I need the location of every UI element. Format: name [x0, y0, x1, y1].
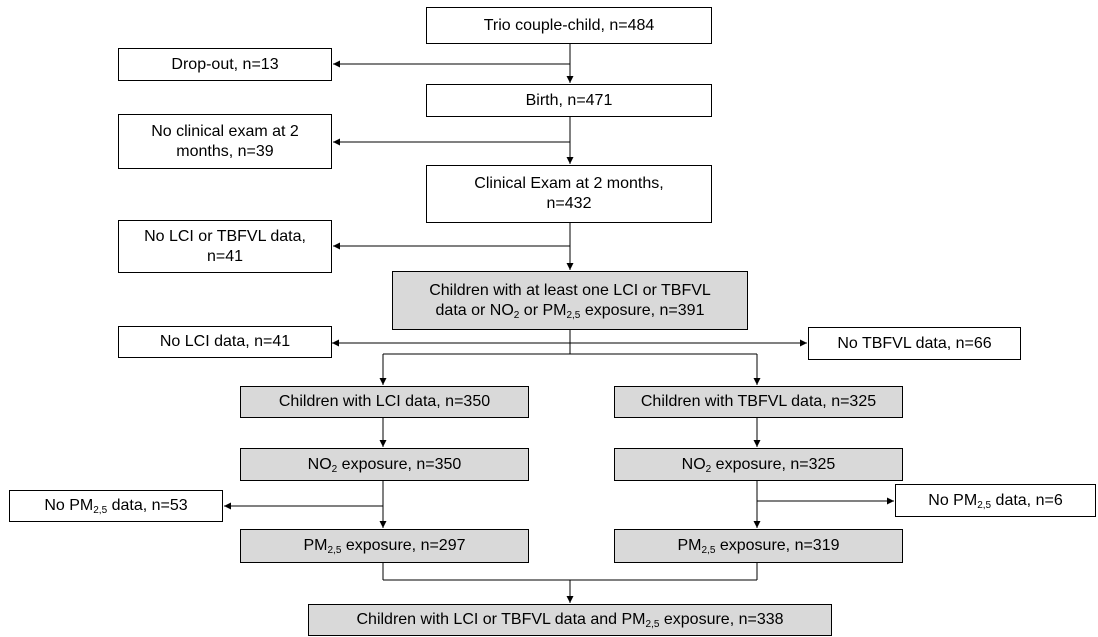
- node-no-pm-right-sub: 2,5: [977, 499, 992, 511]
- node-no2-left-label: NO2 exposure, n=350: [308, 455, 462, 475]
- node-no-pm-left: No PM2,5 data, n=53: [9, 490, 223, 522]
- node-no-clinical: No clinical exam at 2 months, n=39: [118, 114, 332, 169]
- node-at-least-one-line2-c: exposure, n=391: [580, 301, 705, 319]
- node-no-pm-right-label: No PM2,5 data, n=6: [928, 491, 1062, 511]
- node-no2-right-label: NO2 exposure, n=325: [682, 455, 836, 475]
- node-pm-left-a: PM: [303, 537, 328, 554]
- node-no-clinical-line1: No clinical exam at 2: [151, 122, 299, 140]
- node-at-least-one-line1: Children with at least one LCI or TBFVL: [429, 281, 711, 299]
- node-no-lci-tbfvl: No LCI or TBFVL data, n=41: [118, 220, 332, 273]
- node-trio-label: Trio couple-child, n=484: [483, 16, 655, 34]
- node-final-label: Children with LCI or TBFVL data and PM2,…: [356, 610, 783, 630]
- node-no-lci-tbfvl-line2: n=41: [206, 247, 244, 265]
- node-at-least-one-line2-sub1: 2: [513, 309, 520, 321]
- node-no2-left: NO2 exposure, n=350: [240, 448, 529, 481]
- node-tbfvl-label: Children with TBFVL data, n=325: [640, 393, 877, 410]
- node-no-pm-left-label: No PM2,5 data, n=53: [44, 496, 187, 516]
- node-final-a: Children with LCI or TBFVL data and PM: [356, 611, 646, 628]
- node-pm-right-b: exposure, n=319: [715, 537, 840, 554]
- node-pm-right: PM2,5 exposure, n=319: [614, 529, 903, 563]
- node-dropout: Drop-out, n=13: [118, 48, 332, 81]
- node-final-b: exposure, n=338: [659, 611, 784, 628]
- node-pm-left-label: PM2,5 exposure, n=297: [304, 536, 466, 556]
- node-final-sub: 2,5: [645, 619, 660, 630]
- node-at-least-one-line2-b: or PM: [519, 301, 567, 319]
- node-no2-right-b: exposure, n=325: [711, 455, 836, 473]
- node-clinical: Clinical Exam at 2 months, n=432: [426, 165, 712, 223]
- node-birth-label: Birth, n=471: [525, 91, 613, 109]
- node-no-lci-tbfvl-line1: No LCI or TBFVL data,: [144, 227, 306, 245]
- node-no2-left-a: NO: [307, 455, 332, 473]
- node-no-tbfvl-label: No TBFVL data, n=66: [837, 334, 992, 352]
- node-trio: Trio couple-child, n=484: [426, 7, 712, 44]
- node-pm-left-b: exposure, n=297: [341, 537, 466, 554]
- node-at-least-one-line2: data or NO2 or PM2,5 exposure, n=391: [436, 301, 705, 321]
- node-no-pm-left-a: No PM: [44, 497, 94, 514]
- node-no-clinical-line2: months, n=39: [176, 142, 274, 160]
- node-final: Children with LCI or TBFVL data and PM2,…: [308, 604, 832, 636]
- node-no2-right: NO2 exposure, n=325: [614, 448, 903, 481]
- node-pm-right-label: PM2,5 exposure, n=319: [678, 536, 840, 556]
- node-pm-left: PM2,5 exposure, n=297: [240, 529, 529, 563]
- node-pm-right-sub: 2,5: [701, 545, 716, 556]
- node-no-tbfvl: No TBFVL data, n=66: [808, 327, 1021, 360]
- node-pm-right-a: PM: [677, 537, 702, 554]
- node-clinical-line1: Clinical Exam at 2 months,: [474, 175, 664, 192]
- node-dropout-label: Drop-out, n=13: [171, 55, 279, 73]
- node-no-lci-label: No LCI data, n=41: [159, 333, 291, 350]
- node-pm-left-sub: 2,5: [327, 545, 342, 556]
- node-at-least-one-line2-a: data or NO: [435, 301, 514, 319]
- node-no-pm-left-b: data, n=53: [107, 497, 188, 514]
- node-no-pm-right-b: data, n=6: [991, 491, 1063, 509]
- node-no2-left-sub: 2: [331, 463, 338, 475]
- node-no2-left-b: exposure, n=350: [337, 455, 462, 473]
- node-tbfvl: Children with TBFVL data, n=325: [614, 386, 903, 418]
- node-at-least-one: Children with at least one LCI or TBFVL …: [392, 271, 748, 330]
- node-no2-right-sub: 2: [705, 463, 712, 475]
- node-no-pm-right: No PM2,5 data, n=6: [895, 484, 1096, 517]
- node-no-pm-right-a: No PM: [928, 491, 978, 509]
- node-lci-label: Children with LCI data, n=350: [278, 393, 491, 410]
- node-birth: Birth, n=471: [426, 84, 712, 117]
- node-no2-right-a: NO: [681, 455, 706, 473]
- node-no-pm-left-sub: 2,5: [93, 505, 108, 516]
- node-lci: Children with LCI data, n=350: [240, 386, 529, 418]
- node-clinical-line2: n=432: [546, 195, 592, 212]
- node-at-least-one-line2-sub2: 2,5: [566, 309, 581, 321]
- node-no-lci: No LCI data, n=41: [118, 326, 332, 358]
